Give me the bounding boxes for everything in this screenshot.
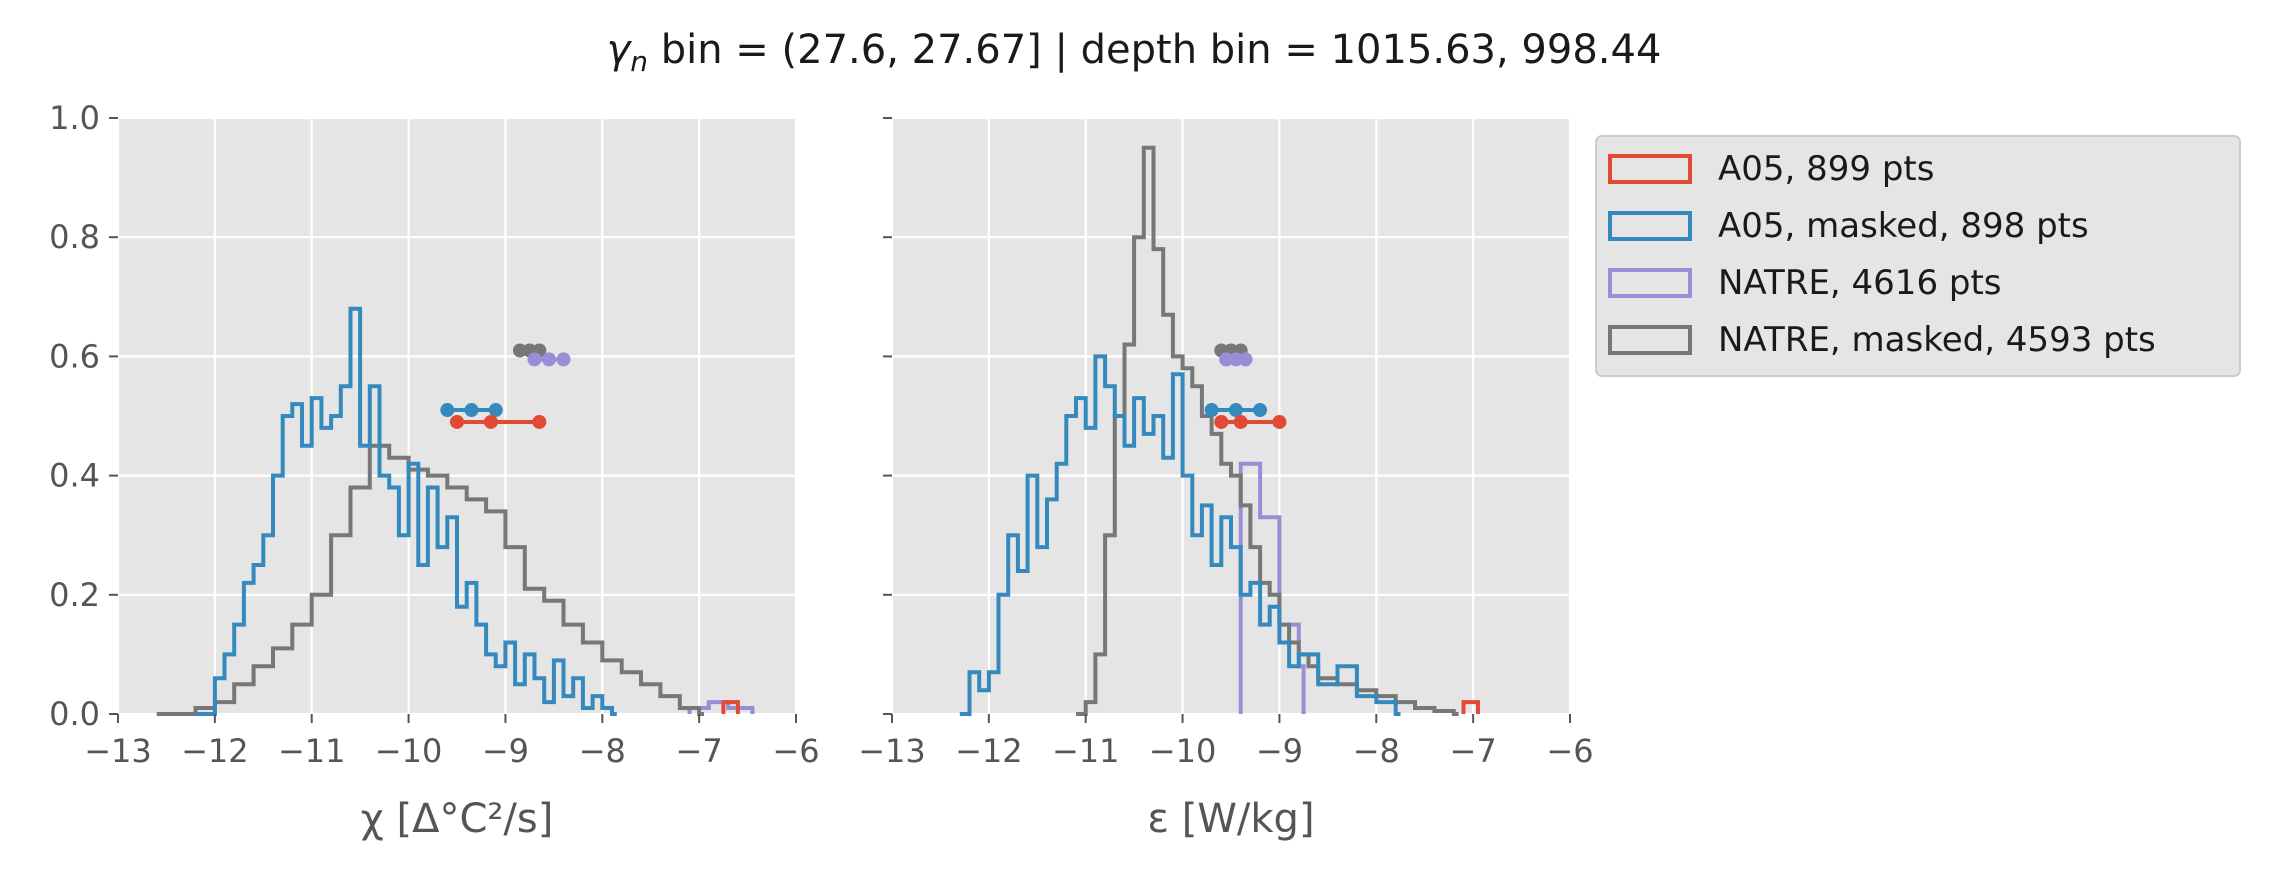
marker-point-a05_masked [488, 403, 503, 418]
legend-swatch-a05 [1608, 154, 1692, 184]
histogram-natre [1238, 461, 1306, 714]
legend-swatch-natre [1608, 268, 1692, 298]
x-tick-label: −8 [1353, 732, 1400, 770]
x-tick-label: −13 [84, 732, 152, 770]
legend-label-natre: NATRE, 4616 pts [1718, 263, 2002, 303]
marker-point-natre [556, 352, 571, 367]
x-tick-label: −11 [1052, 732, 1120, 770]
histogram-natre_masked [156, 443, 704, 716]
y-tick-label: 0.2 [49, 576, 100, 614]
marker-point-a05 [1233, 414, 1248, 429]
marker-point-a05_masked [440, 403, 455, 418]
x-tick-label: −12 [181, 732, 249, 770]
x-axis-label: χ [Δ°C²/s] [361, 796, 554, 842]
marker-point-natre [1228, 352, 1243, 367]
x-tick-label: −7 [676, 732, 723, 770]
marker-point-a05 [483, 414, 498, 429]
histogram-a05 [721, 700, 740, 714]
title-text: bin = (27.6, 27.67] | depth bin = 1015.6… [648, 27, 1661, 73]
x-tick-label: −6 [1546, 732, 1593, 770]
x-tick-label: −12 [955, 732, 1023, 770]
y-tick-label: 0.4 [49, 457, 100, 495]
histogram-a05_masked [959, 354, 1401, 716]
marker-point-a05_masked [1204, 403, 1219, 418]
title-subscript: n [630, 45, 648, 78]
y-tick-label: 0.6 [49, 337, 100, 375]
marker-point-a05 [1272, 414, 1287, 429]
marker-point-natre [1238, 352, 1253, 367]
marker-point-natre [1219, 352, 1234, 367]
figure-title: γn bin = (27.6, 27.67] | depth bin = 101… [607, 27, 1662, 78]
legend-label-natre_masked: NATRE, masked, 4593 pts [1718, 320, 2156, 360]
epsilon-histogram-panel: −13 −12 −11 −10 −9 −8 −7 −6 ε [W/kg] [858, 116, 1594, 842]
marker-point-a05_masked [464, 403, 479, 418]
x-tick-label: −9 [1256, 732, 1303, 770]
histogram-a05 [1461, 700, 1480, 714]
plot-area [892, 118, 1570, 714]
legend-label-a05: A05, 899 pts [1718, 149, 1934, 189]
y-tick-label: 0.8 [49, 218, 100, 256]
legend-label-a05_masked: A05, masked, 898 pts [1718, 206, 2089, 246]
marker-point-a05_masked [1228, 403, 1243, 418]
x-tick-label: −9 [482, 732, 529, 770]
marker-point-a05_masked [1253, 403, 1268, 418]
marker-point-natre [542, 352, 557, 367]
marker-point-a05 [532, 414, 547, 429]
histogram-natre_masked [1076, 145, 1459, 716]
y-tick-label: 1.0 [49, 99, 100, 137]
marker-point-a05 [1214, 414, 1229, 429]
legend-swatch-natre_masked [1608, 325, 1692, 355]
x-axis-label: ε [W/kg] [1147, 796, 1314, 842]
x-tick-label: −10 [1149, 732, 1217, 770]
chi-histogram-panel: −13 −12 −11 −10 −9 −8 −7 −6 0.0 0.2 0.4 0.6 0.8 1.0 χ … [49, 99, 819, 842]
x-tick-label: −7 [1450, 732, 1497, 770]
x-tick-label: −11 [278, 732, 346, 770]
title-symbol: γ [607, 27, 633, 73]
histogram-a05_masked [195, 306, 617, 716]
legend-swatch-a05_masked [1608, 211, 1692, 241]
y-tick-label: 0.0 [49, 695, 100, 733]
x-tick-label: −13 [858, 732, 926, 770]
marker-point-natre [527, 352, 542, 367]
legend: A05, 899 pts A05, masked, 898 pts NATRE, 4… [1595, 135, 2241, 377]
x-tick-label: −10 [375, 732, 443, 770]
x-tick-label: −8 [579, 732, 626, 770]
x-tick-label: −6 [772, 732, 819, 770]
marker-point-a05 [450, 414, 464, 429]
legend-frame [1595, 135, 2241, 377]
marker-point-natre_masked [512, 343, 527, 358]
